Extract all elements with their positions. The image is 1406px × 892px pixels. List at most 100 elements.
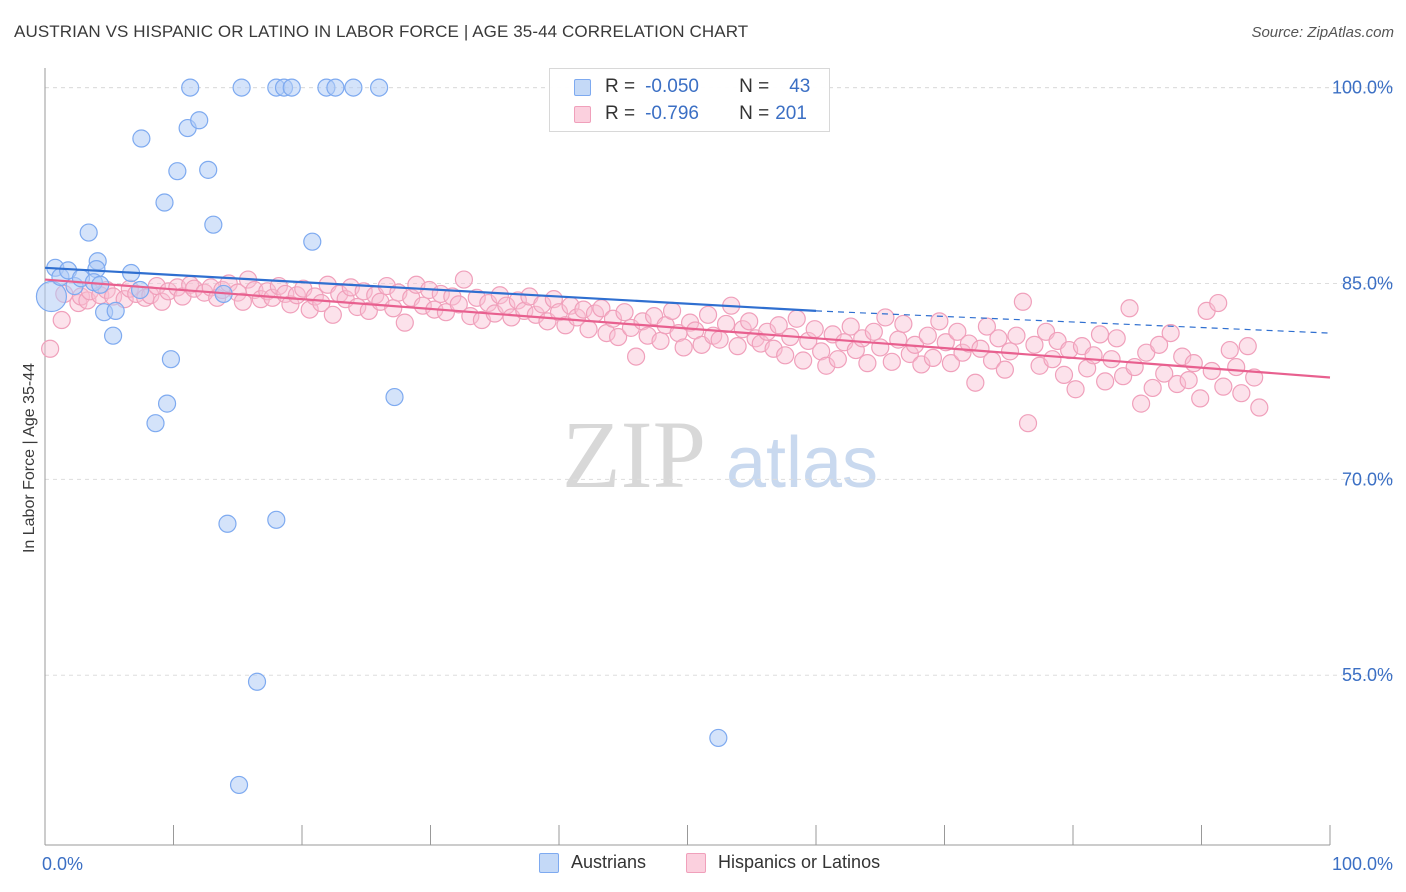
austrian-point <box>709 728 728 748</box>
hispanic-point <box>882 352 901 371</box>
hispanic-point <box>995 360 1014 379</box>
austrian-point <box>303 232 322 251</box>
hispanic-point <box>1220 340 1239 360</box>
hispanic-point <box>574 300 593 319</box>
hispanic-point <box>1149 335 1169 354</box>
austrian-point <box>155 193 174 212</box>
hispanic-point <box>413 296 432 315</box>
hispanic-point <box>233 292 252 311</box>
austrian-point <box>370 78 389 97</box>
legend-item-hispanics[interactable]: Hispanics or Latinos <box>686 852 880 873</box>
hispanic-point <box>1250 398 1269 417</box>
hispanic-point <box>674 338 693 357</box>
austrian-point <box>168 162 187 181</box>
hispanic-point <box>769 316 788 335</box>
austrians-trend-line <box>44 266 817 312</box>
austrian-point <box>104 326 123 345</box>
hispanic-point <box>384 299 403 318</box>
hispanic-point <box>579 320 598 339</box>
hispanic-point <box>1191 389 1210 408</box>
hispanic-point <box>1000 342 1020 361</box>
tick-labels: 55.0% 70.0% 85.0% 100.0% 0.0% 100.0% <box>42 78 1393 874</box>
austrians-legend-swatch <box>539 852 559 873</box>
hispanic-point <box>312 293 331 313</box>
hispanics-legend-swatch <box>686 852 706 873</box>
r-label: R = <box>605 103 636 124</box>
r-value: -0.050 <box>645 76 699 97</box>
austrians-trend-extension <box>815 310 1331 334</box>
austrian-point <box>161 350 181 369</box>
hispanic-point <box>828 350 847 369</box>
hispanic-point <box>858 354 877 373</box>
hispanic-point <box>698 305 718 324</box>
austrian-point <box>79 223 98 242</box>
hispanic-point <box>354 282 373 301</box>
austrian-point <box>385 387 404 407</box>
hispanic-point <box>776 346 795 365</box>
austrian-point <box>218 514 237 533</box>
hispanic-point <box>323 305 342 324</box>
hispanic-point <box>609 327 628 347</box>
austrian-point <box>247 672 267 691</box>
hispanic-point <box>1132 394 1151 413</box>
hispanic-point <box>948 322 967 341</box>
hispanic-point <box>941 354 961 373</box>
x-tick-label-end: 100.0% <box>1332 854 1393 874</box>
hispanic-point <box>52 310 71 330</box>
source-label: Source: ZipAtlas.com <box>1251 24 1394 41</box>
watermark-zip: ZIP <box>562 401 706 508</box>
hispanic-point <box>930 312 949 331</box>
hispanic-point <box>959 334 979 353</box>
hispanic-point <box>728 337 747 356</box>
hispanic-point <box>1013 292 1032 311</box>
hispanic-point <box>971 339 990 358</box>
hispanic-point <box>923 348 943 368</box>
hispanic-point <box>159 282 178 301</box>
hispanic-point <box>989 329 1008 348</box>
hispanic-point <box>805 320 824 339</box>
hispanic-point <box>1173 347 1192 366</box>
austrian-point <box>132 129 151 148</box>
y-tick-label: 100.0% <box>1332 78 1393 98</box>
hispanic-point <box>1167 374 1187 394</box>
austrian-point <box>157 394 177 413</box>
austrian-point <box>35 280 68 313</box>
hispanic-point <box>710 330 729 349</box>
hispanic-point <box>871 338 890 357</box>
hispanic-point <box>1209 293 1228 313</box>
hispanic-point <box>1066 380 1085 399</box>
hispanic-point <box>651 331 670 351</box>
trend-lines <box>44 266 1331 379</box>
r-value: -0.796 <box>645 103 699 124</box>
hispanic-point <box>281 295 300 314</box>
hispanic-point <box>894 314 913 334</box>
hispanic-point <box>918 326 937 345</box>
hispanic-point <box>454 270 474 289</box>
austrian-point <box>181 78 200 97</box>
hispanic-point <box>787 309 806 328</box>
austrian-point <box>344 78 363 97</box>
austrian-point <box>232 78 251 97</box>
chart-title: AUSTRIAN VS HISPANIC OR LATINO IN LABOR … <box>14 22 749 41</box>
hispanic-point <box>662 301 682 320</box>
watermark-atlas: atlas <box>726 423 878 503</box>
austrian-point <box>204 215 223 234</box>
hispanic-point <box>1232 384 1251 403</box>
hispanic-point <box>812 342 831 361</box>
hispanic-point <box>1025 335 1044 354</box>
legend-item-austrians[interactable]: Austrians <box>539 852 646 873</box>
hispanics-swatch <box>574 105 591 123</box>
r-label: R = <box>605 76 636 97</box>
austrian-point <box>190 111 209 130</box>
austrian-point <box>106 301 125 320</box>
austrian-point <box>229 775 249 795</box>
hispanic-point <box>1054 365 1074 384</box>
hispanic-point <box>395 313 414 332</box>
legend-label: Austrians <box>571 852 647 872</box>
legend-label: Hispanics or Latinos <box>718 852 881 872</box>
hispanic-point <box>1161 323 1180 343</box>
hispanic-point <box>716 314 736 334</box>
hispanic-point <box>1018 414 1038 433</box>
hispanic-point <box>794 351 813 370</box>
